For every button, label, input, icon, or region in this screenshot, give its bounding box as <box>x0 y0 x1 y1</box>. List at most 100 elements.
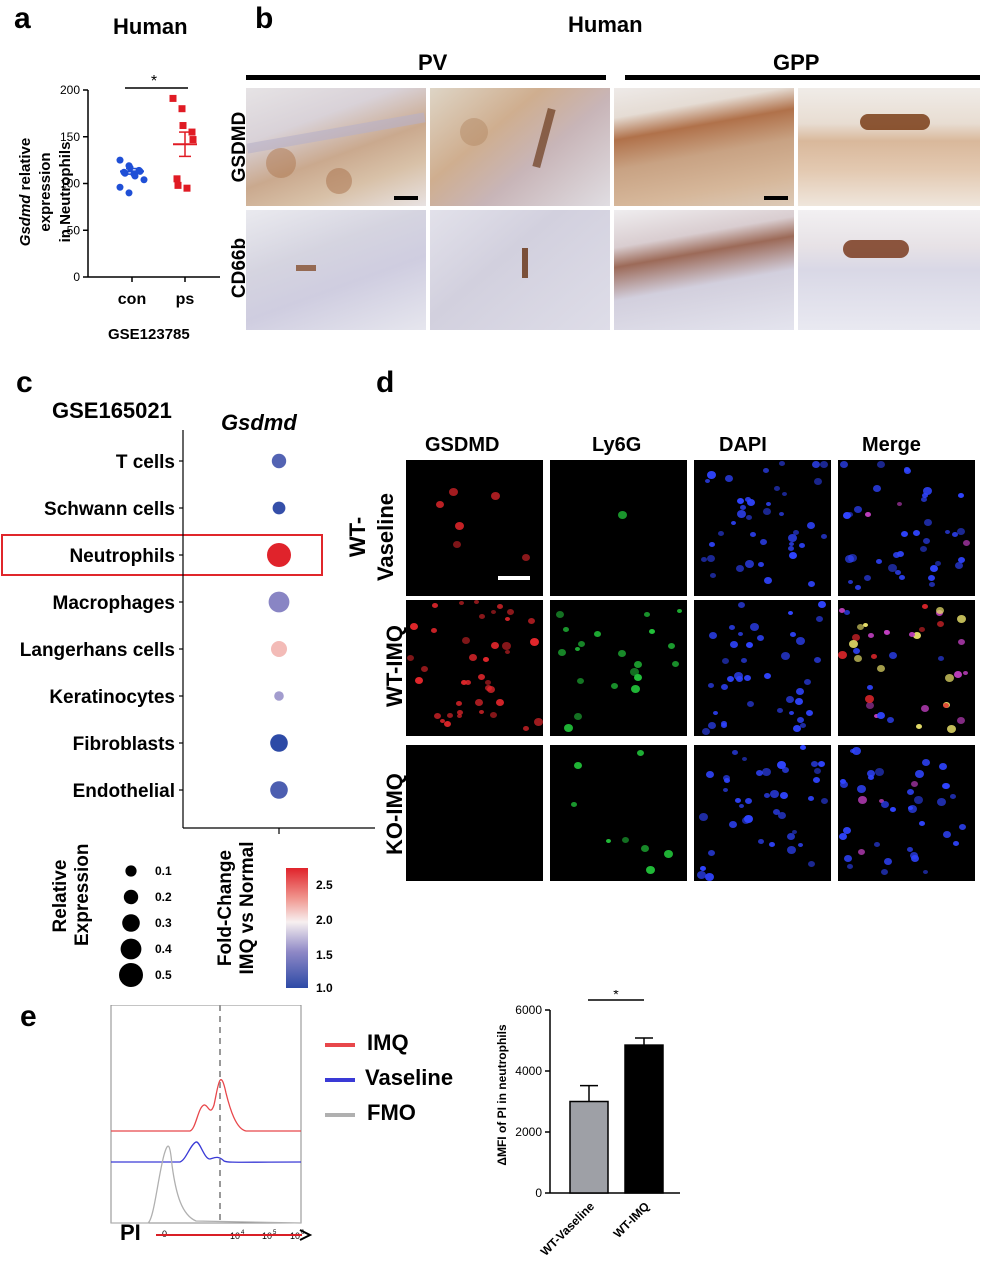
size-legend-label: 0.1 <box>155 864 172 878</box>
ihc-pv-cd66b-2 <box>430 210 610 330</box>
row-label-keratinocytes: Keratinocytes <box>49 687 175 708</box>
ihc-gpp-gsdmd-2 <box>798 88 980 206</box>
dot-t-cells <box>271 453 287 469</box>
panel-a-ylabel: Gsdmd relative expression in Neutrophils <box>16 112 74 272</box>
legend-swatch-fmo <box>325 1113 355 1117</box>
legend-label-fmo: FMO <box>367 1100 416 1125</box>
x-tick-label-1e6-exp: 6 <box>301 1230 305 1236</box>
significance-star: * <box>613 990 619 1002</box>
bar-wt-vaseline <box>569 1100 609 1194</box>
if-image-ko-imq-dapi <box>694 745 831 881</box>
y-tick-label: 150 <box>60 130 80 144</box>
legend-label-vaseline: Vaseline <box>365 1065 454 1090</box>
color-tick-10: 1.0 <box>316 981 333 995</box>
bar-wt-imq <box>624 1044 664 1194</box>
x-axis-arrowhead <box>299 1229 313 1241</box>
color-legend-title-line1: Fold-Change <box>215 849 236 967</box>
dot-keratinocytes <box>274 691 284 701</box>
row-label-langerhans-cells: Langerhans cells <box>20 640 175 661</box>
ihc-pv-cd66b-1 <box>246 210 426 330</box>
panel-a-chart: 0 50 100 150 200 con ps * <box>60 73 220 308</box>
x-tick-label-con: con <box>118 291 146 308</box>
x-tick-label-1e4-exp: 4 <box>241 1230 245 1236</box>
dot-neutrophils <box>267 543 291 567</box>
neutrophils-highlight-box <box>1 534 323 576</box>
if-image-ko-imq-ly6g <box>550 745 687 881</box>
panel-a-dataset: GSE123785 <box>108 326 190 343</box>
data-point-ps <box>189 136 197 144</box>
dot-schwann-cells <box>272 501 286 515</box>
scale-bar <box>394 196 418 200</box>
if-col-gsdmd: GSDMD <box>425 434 500 456</box>
histogram-imq <box>111 1079 301 1132</box>
panel-a-letter: a <box>14 2 31 35</box>
if-image-ko-imq-merge <box>838 745 975 881</box>
panel-c-gene: Gsdmd <box>221 410 297 435</box>
y-tick-label: 50 <box>67 223 81 237</box>
row-label-schwann-cells: Schwann cells <box>44 499 175 520</box>
size-legend-dot <box>123 889 139 905</box>
data-point-con <box>125 189 133 197</box>
data-point-con <box>116 183 124 191</box>
dot-fibroblasts <box>270 734 288 752</box>
size-legend-dot <box>125 865 137 877</box>
panel-b-group-pv: PV <box>418 50 448 75</box>
dot-macrophages <box>268 591 290 613</box>
size-legend-title-line1: Relative <box>50 859 71 933</box>
size-legend-label: 0.3 <box>155 916 172 930</box>
color-tick-15: 1.5 <box>316 948 333 962</box>
panel-b-group-gpp: GPP <box>773 50 820 75</box>
if-row-label-vaseline: Vaseline <box>373 492 398 582</box>
panel-c-dot-plot: T cells Schwann cells Neutrophils Macrophag… <box>20 430 375 834</box>
size-legend: 0.1 0.2 0.3 0.4 0.5 <box>119 864 172 987</box>
panel-b-letter: b <box>255 2 274 35</box>
if-image-wt-vaseline-ly6g <box>550 460 687 596</box>
gene-name: Gsdmd <box>17 194 34 247</box>
panel-c-letter: c <box>16 366 33 399</box>
color-tick-25: 2.5 <box>316 878 333 892</box>
data-point-ps <box>178 105 186 113</box>
plot-frame <box>110 1005 302 1224</box>
histogram-vaseline <box>111 1141 302 1163</box>
data-point-con <box>140 176 148 184</box>
size-legend-dot <box>122 914 140 932</box>
size-legend-title-line2: Expression <box>72 843 93 946</box>
data-point-ps <box>173 175 181 183</box>
if-image-wt-imq-merge <box>838 600 975 736</box>
pv-bracket-line <box>246 75 606 80</box>
size-legend-label: 0.5 <box>155 968 172 982</box>
scale-bar <box>498 576 530 580</box>
size-legend-dot <box>119 963 143 987</box>
y-tick-label: 100 <box>60 177 80 191</box>
data-point-con <box>116 156 124 164</box>
data-point-ps <box>183 184 191 192</box>
pi-bar-chart: 0 2000 4000 6000 WT-Vaseline WT-IMQ * <box>515 990 680 1259</box>
x-tick-label-wt-vaseline: WT-Vaseline <box>538 1199 598 1259</box>
panel-a-title: Human <box>113 14 188 39</box>
if-image-wt-vaseline-merge <box>838 460 975 596</box>
legend-swatch-imq <box>325 1043 355 1047</box>
y-tick-label: 6000 <box>515 1003 542 1017</box>
histogram-fmo <box>111 1145 302 1224</box>
row-label-fibroblasts: Fibroblasts <box>73 734 175 755</box>
scale-bar <box>764 196 788 200</box>
panel-e-letter: e <box>20 1000 37 1033</box>
size-legend-label: 0.2 <box>155 890 172 904</box>
size-legend-dot <box>120 938 142 960</box>
color-legend-title-line2: IMQ vs Normal <box>237 841 258 975</box>
if-col-dapi: DAPI <box>719 434 767 456</box>
row-label-t-cells: T cells <box>116 452 175 473</box>
y-tick-label: 2000 <box>515 1125 542 1139</box>
gpp-bracket-line <box>625 75 980 80</box>
significance-star: * <box>151 73 157 90</box>
x-tick-label-1e5-exp: 5 <box>273 1230 277 1236</box>
data-point-ps <box>188 128 196 136</box>
data-point-ps <box>179 122 187 130</box>
y-tick-label: 0 <box>73 270 80 284</box>
legend-swatch-vaseline <box>325 1078 355 1082</box>
row-label-endothelial: Endothelial <box>73 781 175 802</box>
color-legend-title: Fold-Change IMQ vs Normal <box>215 833 275 983</box>
size-legend-label: 0.4 <box>155 942 172 956</box>
row-label-macrophages: Macrophages <box>53 593 175 614</box>
if-col-merge: Merge <box>862 434 921 456</box>
